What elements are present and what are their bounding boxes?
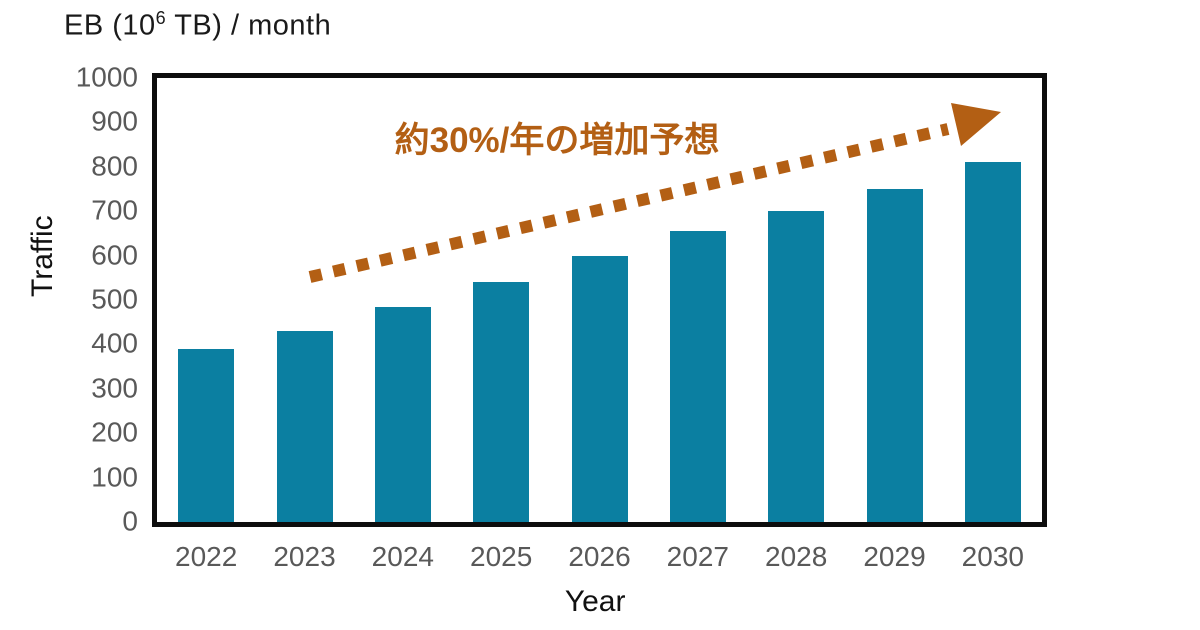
- y-tick-0: 0: [122, 505, 138, 537]
- x-tick-2026: 2026: [568, 541, 631, 572]
- x-tick-2023: 2023: [273, 541, 336, 572]
- x-tick-2028: 2028: [765, 541, 828, 572]
- x-tick-2022: 2022: [175, 541, 238, 572]
- y-tick-800: 800: [91, 150, 138, 182]
- x-tick-2024: 2024: [371, 541, 434, 572]
- y-tick-400: 400: [91, 327, 138, 359]
- y-tick-1000: 1000: [75, 61, 138, 93]
- x-tick-2025: 2025: [470, 541, 533, 572]
- bar-2025: [473, 282, 530, 522]
- y-tick-600: 600: [91, 238, 138, 270]
- y-tick-500: 500: [91, 283, 138, 315]
- unit-text-suffix: TB) / month: [166, 9, 332, 42]
- x-tick-2027: 2027: [666, 541, 729, 572]
- unit-text-prefix: EB (10: [64, 9, 156, 42]
- x-tick-2029: 2029: [863, 541, 926, 572]
- bar-2029: [866, 189, 923, 522]
- bar-2023: [276, 331, 333, 522]
- x-tick-2030: 2030: [961, 541, 1024, 572]
- y-tick-100: 100: [91, 460, 138, 492]
- growth-annotation: 約30%/年の増加予想: [394, 121, 720, 160]
- unit-exponent: 6: [155, 8, 167, 28]
- y-tick-900: 900: [91, 105, 138, 137]
- y-tick-700: 700: [91, 194, 138, 226]
- bar-2024: [374, 306, 431, 522]
- bar-2028: [768, 211, 825, 522]
- x-axis-label: Year: [564, 585, 626, 618]
- bar-2027: [669, 231, 726, 522]
- bar-2030: [964, 162, 1021, 522]
- bar-2026: [571, 255, 628, 522]
- y-tick-200: 200: [91, 416, 138, 448]
- y-tick-300: 300: [91, 372, 138, 404]
- y-axis-unit-title: EB (106 TB) / month: [64, 8, 331, 43]
- bar-2022: [178, 348, 235, 522]
